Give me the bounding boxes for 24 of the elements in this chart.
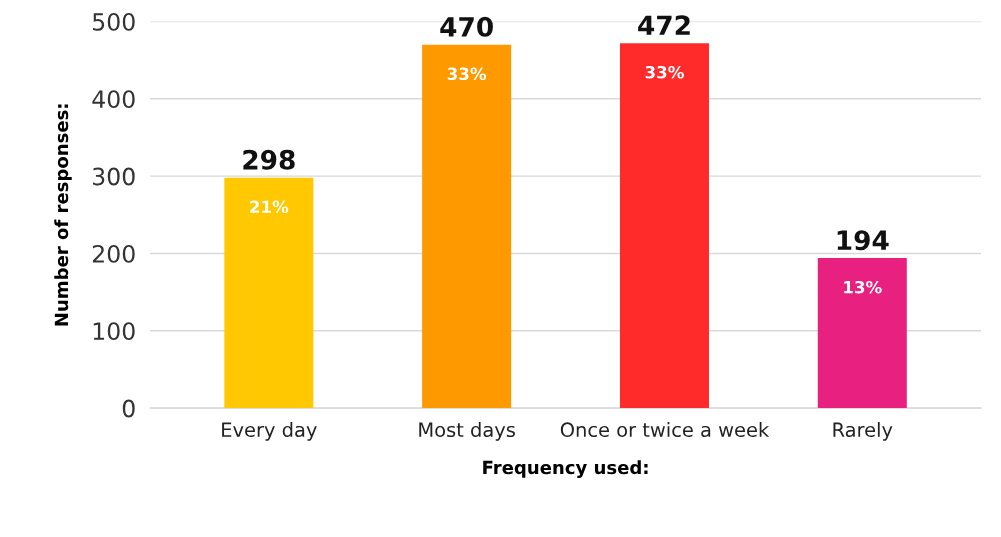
- annotation: 33%: [447, 67, 487, 81]
- bar: [422, 44, 512, 409]
- x-axis-title: Frequency used:: [483, 460, 648, 478]
- data-label: 298: [243, 149, 295, 170]
- y-tick-label: 0: [122, 399, 135, 418]
- y-tick-label: 400: [92, 90, 135, 109]
- annotation: 33%: [645, 65, 684, 79]
- y-tick-label: 100: [93, 322, 135, 341]
- bar: [817, 258, 907, 409]
- x-tick-label: Rarely: [833, 422, 893, 441]
- annotation: 21%: [250, 200, 289, 214]
- x-tick-label: Most days: [419, 422, 515, 441]
- data-label: 470: [440, 16, 493, 37]
- data-label: 194: [837, 230, 889, 251]
- y-tick-label: 300: [92, 167, 135, 186]
- y-tick-label: 500: [93, 12, 135, 31]
- bar: [224, 177, 314, 409]
- y-tick-label: 200: [92, 244, 135, 263]
- bar: [619, 43, 709, 409]
- x-tick-label: Every day: [222, 422, 317, 441]
- y-axis-title: Number of responses:: [54, 104, 72, 326]
- annotation: 13%: [844, 280, 882, 294]
- data-label: 472: [638, 15, 690, 35]
- x-tick-label: Once or twice a week: [560, 422, 770, 438]
